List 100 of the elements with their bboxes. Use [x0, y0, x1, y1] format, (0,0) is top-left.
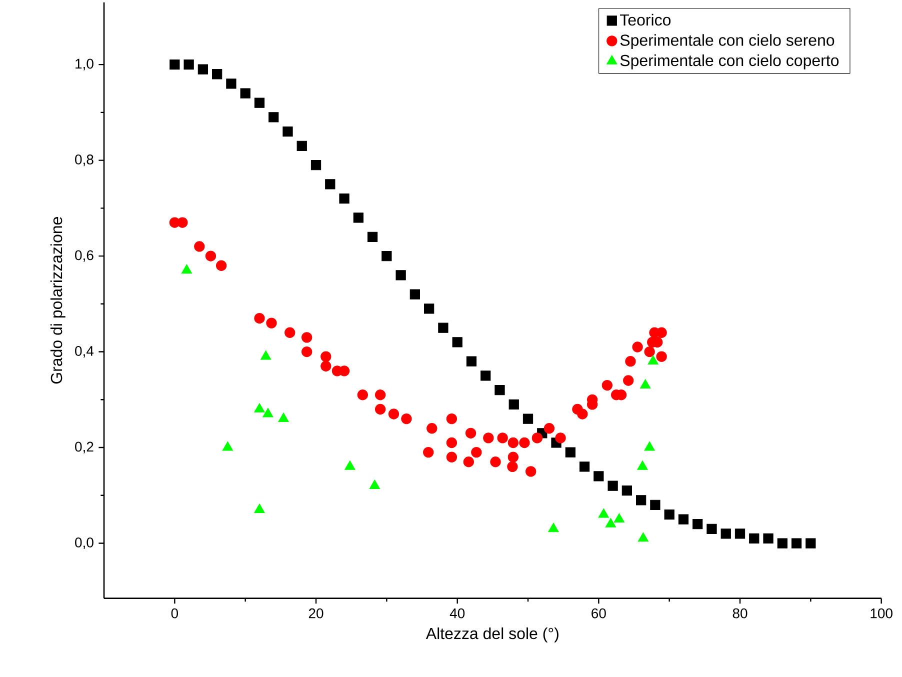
point — [177, 217, 188, 228]
point — [508, 399, 519, 410]
y-tick-label: 1,0 — [76, 58, 94, 70]
point — [388, 408, 400, 420]
point — [598, 508, 609, 518]
point — [446, 452, 458, 462]
x-tick-label: 0 — [171, 608, 178, 618]
point — [605, 518, 616, 528]
point — [212, 69, 222, 80]
point — [525, 466, 536, 477]
point — [497, 432, 508, 444]
point — [622, 486, 632, 496]
point — [602, 380, 612, 391]
point — [254, 98, 265, 108]
y-tick-label: 0,4 — [75, 346, 94, 358]
point — [310, 160, 322, 170]
point — [266, 318, 277, 328]
point — [532, 432, 543, 444]
point — [369, 480, 380, 490]
legend-label: Teorico — [620, 14, 671, 26]
point — [353, 212, 364, 223]
point — [644, 441, 655, 451]
point — [254, 403, 265, 412]
point — [426, 423, 438, 434]
point — [494, 385, 505, 396]
point — [519, 437, 530, 448]
point — [216, 260, 227, 271]
point — [466, 356, 477, 366]
point — [471, 446, 482, 458]
point — [638, 532, 649, 542]
point — [791, 538, 802, 548]
point — [614, 513, 625, 523]
legend-label: Sperimentale con cielo sereno — [620, 34, 834, 50]
point — [268, 112, 279, 122]
point — [749, 533, 760, 544]
point — [544, 423, 555, 434]
point — [636, 495, 646, 506]
point — [806, 538, 816, 548]
x-axis-title: Altezza del sole (°) — [426, 627, 558, 642]
point — [463, 456, 474, 468]
point — [339, 194, 350, 204]
point — [357, 390, 368, 400]
point — [664, 509, 674, 520]
point — [198, 64, 208, 74]
point — [410, 289, 420, 300]
point — [640, 379, 651, 388]
point — [763, 533, 774, 544]
point — [577, 408, 588, 420]
point — [296, 140, 307, 151]
point — [508, 437, 519, 448]
point — [367, 232, 378, 242]
point — [226, 78, 236, 89]
point — [446, 437, 458, 448]
point — [382, 250, 392, 262]
point — [170, 59, 180, 70]
point — [262, 408, 274, 418]
point — [637, 460, 648, 470]
point — [734, 528, 746, 539]
point — [424, 304, 434, 314]
point — [344, 460, 356, 470]
point — [555, 432, 566, 444]
point — [579, 462, 590, 472]
x-tick-label: 20 — [308, 608, 324, 618]
point — [301, 332, 312, 343]
point — [254, 312, 265, 324]
point — [423, 446, 434, 458]
point — [625, 356, 636, 367]
point — [706, 524, 717, 534]
point — [480, 370, 491, 381]
y-tick-label: 0,8 — [75, 154, 94, 166]
point — [720, 528, 731, 539]
point — [222, 441, 234, 451]
x-tick-label: 100 — [870, 608, 892, 618]
legend-label: Sperimentale con cielo coperto — [620, 54, 839, 70]
point — [623, 375, 634, 386]
point — [452, 337, 462, 348]
point — [374, 390, 386, 400]
point — [656, 351, 667, 362]
point — [194, 241, 205, 252]
point — [650, 500, 660, 510]
point — [282, 126, 293, 137]
point — [260, 350, 272, 360]
point — [777, 538, 788, 548]
point — [205, 250, 216, 262]
point — [446, 413, 458, 424]
point — [401, 413, 412, 424]
y-tick-label: 0,2 — [75, 442, 94, 454]
point — [678, 514, 689, 524]
y-axis-title: Grado di polarizzazione — [50, 217, 66, 384]
point — [565, 447, 576, 458]
point — [184, 59, 194, 70]
x-tick-label: 40 — [450, 608, 465, 618]
y-tick-label: 0,0 — [75, 537, 94, 550]
x-tick-label: 60 — [592, 608, 606, 618]
point — [438, 322, 448, 333]
point — [522, 414, 534, 424]
point — [483, 432, 494, 444]
point — [396, 270, 406, 280]
point — [320, 351, 332, 362]
point — [240, 88, 250, 98]
